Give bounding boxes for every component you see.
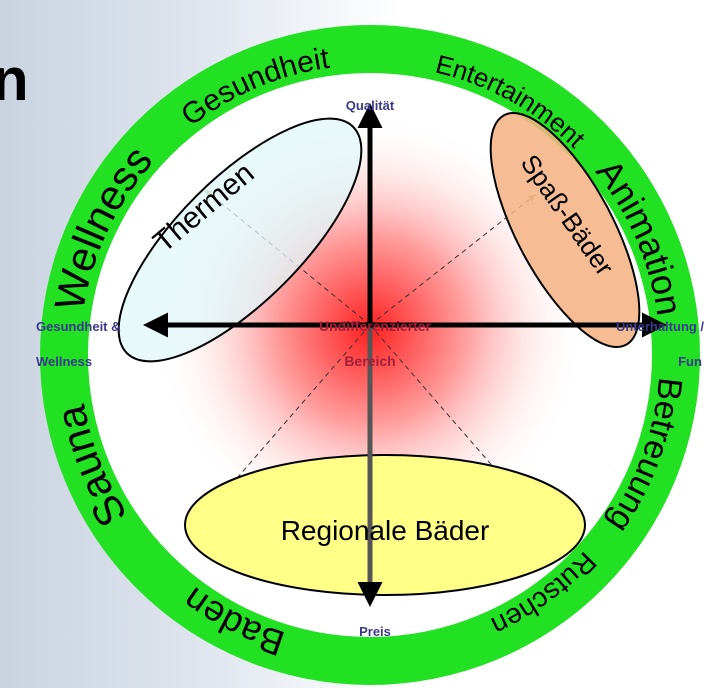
axis-label-top: Qualität	[346, 98, 395, 113]
axis-label-left: Wellness	[36, 354, 92, 369]
segment-thermen	[117, 117, 363, 363]
axis-label-left: Gesundheit &	[36, 319, 121, 334]
title-fragment: n	[0, 46, 29, 113]
center-label: Bereich	[344, 353, 395, 369]
axis-label-right: Fun	[678, 354, 702, 369]
center-label: Undifferenzierter	[319, 318, 432, 334]
segment-regional	[184, 454, 586, 596]
segment-spass	[489, 112, 641, 348]
axis-label-bottom: Preis	[359, 624, 391, 639]
axis-label-right: Unterhaltung /	[616, 319, 704, 334]
segment-label: Regionale Bäder	[281, 515, 490, 546]
